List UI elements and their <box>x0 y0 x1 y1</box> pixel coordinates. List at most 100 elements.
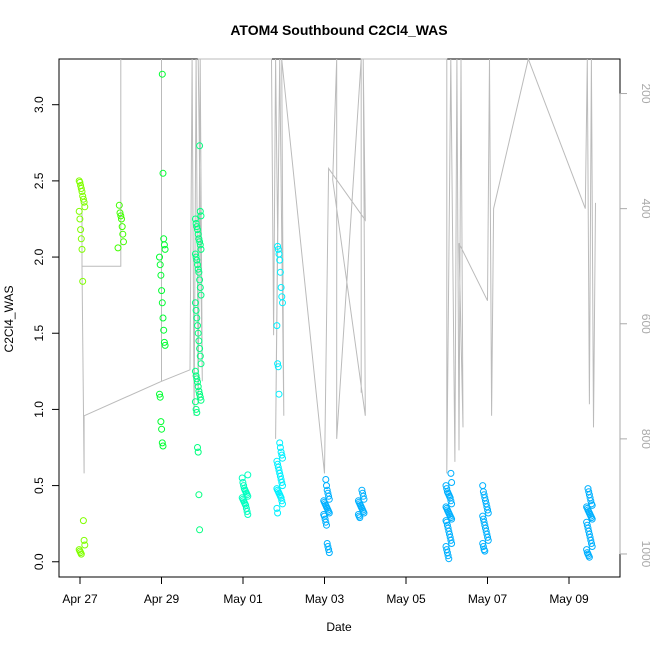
data-point <box>191 215 199 223</box>
x-axis: Apr 27 Apr 29 May 01 May 03 May 05 May 07 May … <box>62 576 589 606</box>
data-point <box>274 363 282 371</box>
data-point <box>274 242 282 250</box>
data-point <box>115 201 123 209</box>
data-point <box>160 338 168 346</box>
data-point <box>193 409 201 416</box>
plot-frame <box>58 58 621 578</box>
data-point <box>583 546 591 554</box>
data-point <box>191 398 199 406</box>
points-layer <box>75 70 596 563</box>
data-point <box>444 552 452 560</box>
chart-title: ATOM4 Southbound C2Cl4_WAS <box>230 22 447 38</box>
right-tick-label: 600 <box>639 314 650 334</box>
trace-line <box>81 57 596 474</box>
x-tick-label: Apr 27 <box>62 592 98 606</box>
data-point <box>79 195 87 203</box>
data-point <box>161 341 169 349</box>
right-tick-label: 200 <box>639 83 650 103</box>
data-point <box>484 533 492 541</box>
data-point <box>194 265 202 273</box>
data-point <box>157 418 165 426</box>
data-point <box>276 444 284 451</box>
data-point <box>585 553 593 561</box>
data-point <box>443 485 451 493</box>
right-tick-label: 400 <box>639 199 650 219</box>
data-point <box>159 442 167 450</box>
x-axis-label: Date <box>326 620 352 634</box>
y-tick-label: 0.5 <box>32 477 46 494</box>
y-tick-label: 1.5 <box>32 325 46 342</box>
data-point <box>484 509 492 517</box>
data-point <box>194 230 202 238</box>
data-point <box>277 284 285 291</box>
data-point <box>243 508 251 515</box>
y-axis-label: C2Cl4_WAS <box>2 286 16 353</box>
data-point <box>587 497 595 505</box>
data-point <box>447 497 455 505</box>
data-point <box>193 375 201 383</box>
data-point <box>447 469 455 477</box>
data-point <box>194 448 202 456</box>
data-point <box>196 345 204 352</box>
data-point <box>196 526 204 534</box>
data-point <box>194 261 201 269</box>
data-point <box>77 235 85 243</box>
data-point <box>192 306 200 314</box>
data-point <box>448 500 456 508</box>
data-point <box>276 268 284 276</box>
data-point <box>274 360 282 368</box>
data-point <box>196 207 204 215</box>
data-point <box>197 291 205 299</box>
right-axis: 200 400 600 800 1000 <box>619 83 650 568</box>
data-point <box>118 215 125 223</box>
data-point <box>197 245 205 253</box>
data-point <box>484 506 492 514</box>
data-point <box>191 299 199 307</box>
y-axis: 0.0 0.5 1.0 1.5 2.0 2.5 3.0 <box>32 96 60 570</box>
data-point <box>356 514 364 522</box>
data-point <box>191 367 199 375</box>
data-point <box>588 515 596 523</box>
data-point <box>194 329 202 337</box>
data-point <box>80 536 88 544</box>
data-point <box>159 169 167 177</box>
data-point <box>323 521 330 529</box>
data-point <box>273 504 281 512</box>
data-point <box>158 70 166 78</box>
data-point <box>484 536 492 544</box>
data-point <box>273 322 281 330</box>
data-point <box>196 284 204 291</box>
data-point <box>197 212 205 220</box>
data-point <box>158 287 166 295</box>
data-point <box>77 185 85 192</box>
data-point <box>322 518 330 526</box>
data-point <box>445 555 453 563</box>
data-point <box>193 223 201 231</box>
data-point <box>276 256 284 264</box>
y-tick-label: 0.0 <box>32 553 46 570</box>
data-point <box>120 238 127 246</box>
data-point <box>156 253 163 261</box>
data-point <box>158 425 166 433</box>
y-tick-label: 2.5 <box>32 172 46 189</box>
data-point <box>279 482 286 490</box>
data-point <box>196 393 204 401</box>
data-point <box>244 471 252 479</box>
data-point <box>75 207 83 215</box>
data-point <box>156 261 164 269</box>
data-point <box>447 536 455 544</box>
trace-layer <box>81 57 596 474</box>
x-tick-label: May 01 <box>223 592 263 606</box>
data-point <box>274 509 282 517</box>
x-tick-label: May 05 <box>386 592 426 606</box>
data-point <box>359 492 367 500</box>
y-tick-label: 3.0 <box>32 96 46 113</box>
y-tick-label: 1.0 <box>32 401 46 418</box>
data-point <box>278 451 286 459</box>
x-tick-label: May 03 <box>305 592 345 606</box>
x-tick-label: May 09 <box>549 592 589 606</box>
data-point <box>192 405 200 413</box>
data-point <box>157 271 165 279</box>
data-point <box>160 241 168 249</box>
